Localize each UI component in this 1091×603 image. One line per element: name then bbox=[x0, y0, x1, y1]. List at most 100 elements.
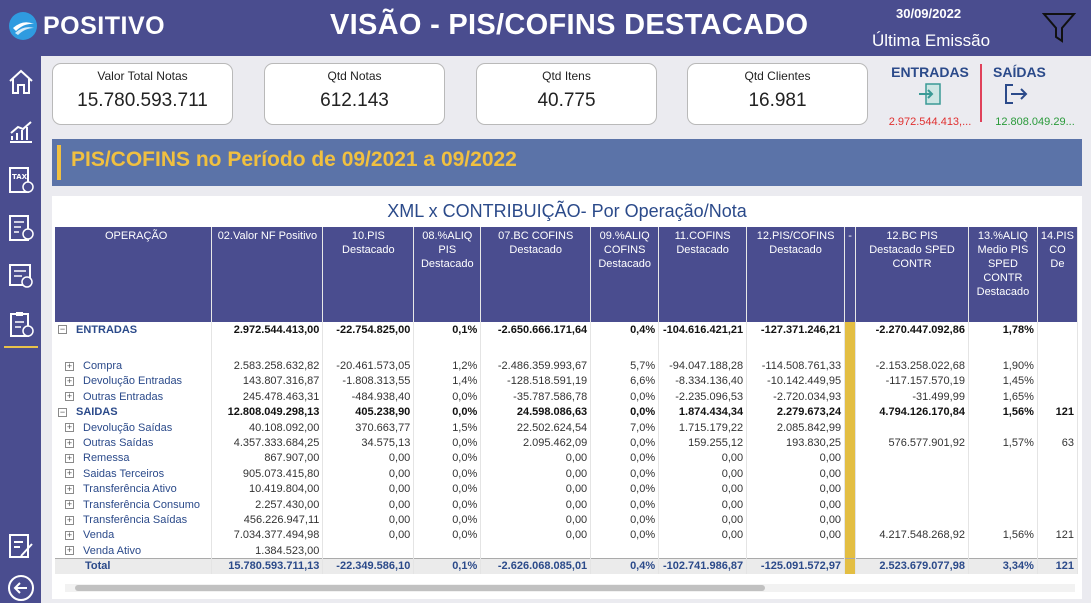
column-header[interactable]: 10.PIS Destacado bbox=[322, 227, 415, 322]
value-cell bbox=[844, 322, 857, 338]
card-qtd-notas: Qtd Notas 612.143 bbox=[264, 63, 445, 125]
column-header[interactable]: 12.BC PIS Destacado SPED CONTR bbox=[855, 227, 969, 322]
expand-icon[interactable]: + bbox=[65, 422, 74, 433]
value-cell: 370.663,77 bbox=[322, 419, 415, 436]
sign-in-icon bbox=[919, 83, 941, 105]
value-cell bbox=[844, 435, 857, 451]
operation-label: Saidas Terceiros bbox=[83, 467, 165, 480]
value-cell bbox=[1037, 373, 1078, 390]
operation-label: Outras Saídas bbox=[83, 437, 154, 450]
column-header[interactable]: 02.Valor NF Positivo bbox=[211, 227, 324, 322]
value-cell: 121 bbox=[1037, 404, 1078, 420]
value-cell: 5,7% bbox=[590, 358, 660, 374]
scrollbar-thumb[interactable] bbox=[75, 585, 765, 591]
value-cell: 0,00 bbox=[658, 466, 748, 482]
column-header[interactable]: OPERAÇÃO bbox=[55, 227, 213, 322]
calculator-doc-icon[interactable] bbox=[7, 214, 35, 242]
value-cell: 0,00 bbox=[746, 527, 846, 544]
table-row: + Transferência Ativo 10.419.804,00 0,00 0,0… bbox=[55, 481, 1078, 497]
last-emission-label: Última Emissão bbox=[872, 31, 991, 50]
operation-cell: + Devolução Entradas bbox=[55, 373, 213, 390]
column-header[interactable]: 13.%ALIQ Medio PIS SPED CONTR Destacado bbox=[968, 227, 1038, 322]
operation-label: Total bbox=[85, 560, 111, 573]
expand-icon[interactable]: + bbox=[65, 483, 74, 494]
value-cell bbox=[968, 419, 1038, 436]
value-cell: 0,0% bbox=[590, 527, 660, 544]
matrix-table-wrapper: OPERAÇÃO 02.Valor NF Positivo 10.PIS Desta… bbox=[55, 227, 1078, 580]
expand-icon[interactable]: + bbox=[65, 437, 74, 448]
tax-icon[interactable]: TAX bbox=[7, 166, 35, 194]
value-cell: -125.091.572,97 bbox=[746, 557, 846, 574]
value-cell bbox=[1037, 512, 1078, 528]
table-title: XML x CONTRIBUIÇÃO- Por Operação/Nota bbox=[387, 201, 747, 221]
table-row: + Remessa 867.907,00 0,00 0,0% 0,00 0,0% 0,00 0,… bbox=[55, 450, 1078, 467]
operation-cell: Total bbox=[55, 557, 213, 574]
column-header[interactable]: 08.%ALIQ PIS Destacado bbox=[413, 227, 482, 322]
horizontal-scrollbar[interactable] bbox=[65, 584, 1075, 592]
analytics-icon[interactable] bbox=[7, 118, 35, 146]
column-header[interactable]: 12.PIS/COFINS Destacado bbox=[746, 227, 846, 322]
table-row: + Outras Saídas 4.357.333.684,25 34.575,13 0… bbox=[55, 435, 1078, 451]
value-cell bbox=[968, 450, 1038, 467]
column-header[interactable]: 07.BC COFINS Destacado bbox=[480, 227, 592, 322]
value-cell bbox=[968, 466, 1038, 482]
column-header[interactable]: 09.%ALIQ COFINS Destacado bbox=[590, 227, 660, 322]
group-row: − SAIDAS 12.808.049.298,13 405.238,90 0,0% 24… bbox=[55, 404, 1078, 420]
operation-label: Venda bbox=[83, 529, 115, 542]
value-cell bbox=[844, 373, 857, 390]
value-cell bbox=[322, 337, 415, 359]
value-cell bbox=[844, 404, 857, 420]
entradas-button[interactable]: ENTRADAS 2.972.544.413,... bbox=[884, 64, 976, 128]
operation-label: Transferência Saídas bbox=[83, 513, 188, 526]
expand-icon[interactable]: + bbox=[65, 545, 74, 556]
value-cell: 0,0% bbox=[590, 512, 660, 528]
expand-icon[interactable]: + bbox=[65, 514, 74, 525]
value-cell bbox=[1037, 496, 1078, 513]
home-icon[interactable] bbox=[7, 68, 35, 96]
vertical-scrollbar[interactable] bbox=[1074, 227, 1079, 567]
value-cell: 1,45% bbox=[968, 373, 1038, 390]
value-cell bbox=[968, 512, 1038, 528]
filter-button[interactable] bbox=[1041, 12, 1077, 49]
expand-icon[interactable]: + bbox=[65, 468, 74, 479]
value-cell bbox=[855, 496, 969, 513]
table-row: + Transferência Saídas 456.226.947,11 0,00 0… bbox=[55, 512, 1078, 528]
clipboard-settings-icon[interactable] bbox=[7, 310, 35, 338]
value-cell: 0,00 bbox=[480, 481, 592, 497]
value-cell: -2.486.359.993,67 bbox=[480, 358, 592, 374]
value-cell bbox=[590, 337, 660, 359]
expand-icon[interactable]: + bbox=[65, 360, 74, 371]
saidas-button[interactable]: SAÍDAS 12.808.049.29... bbox=[989, 64, 1081, 128]
value-cell: 1,56% bbox=[968, 404, 1038, 420]
active-indicator bbox=[4, 346, 38, 348]
edit-report-icon[interactable] bbox=[7, 532, 35, 560]
column-header[interactable]: - bbox=[844, 227, 857, 322]
value-cell: 1,90% bbox=[968, 358, 1038, 374]
value-cell: -94.047.188,28 bbox=[658, 358, 748, 374]
value-cell: 7,0% bbox=[590, 419, 660, 436]
report-settings-icon[interactable] bbox=[7, 262, 35, 290]
value-cell: 3,34% bbox=[968, 557, 1038, 574]
value-cell: -22.754.825,00 bbox=[322, 322, 415, 338]
value-cell: 0,0% bbox=[413, 404, 482, 420]
value-cell: 4.217.548.268,92 bbox=[855, 527, 969, 544]
value-cell: -2.650.666.171,64 bbox=[480, 322, 592, 338]
collapse-icon[interactable]: − bbox=[58, 324, 67, 335]
operation-label: ENTRADAS bbox=[76, 323, 138, 336]
positivo-logo-icon bbox=[9, 12, 37, 40]
column-header[interactable]: 11.COFINS Destacado bbox=[658, 227, 748, 322]
expand-icon[interactable]: + bbox=[65, 529, 74, 540]
value-cell bbox=[855, 512, 969, 528]
expand-icon[interactable]: + bbox=[65, 453, 74, 464]
expand-icon[interactable]: + bbox=[65, 391, 74, 402]
operation-label: Devolução Saídas bbox=[83, 421, 173, 434]
expand-icon[interactable]: + bbox=[65, 499, 74, 510]
back-icon[interactable] bbox=[7, 574, 35, 602]
expand-icon[interactable]: + bbox=[65, 376, 74, 387]
collapse-icon[interactable]: − bbox=[58, 406, 67, 417]
operation-cell: − SAIDAS bbox=[55, 404, 213, 420]
value-cell bbox=[844, 496, 857, 513]
column-header[interactable]: 14.PIS CO De bbox=[1037, 227, 1078, 322]
value-cell bbox=[855, 337, 969, 359]
divider bbox=[980, 64, 982, 122]
